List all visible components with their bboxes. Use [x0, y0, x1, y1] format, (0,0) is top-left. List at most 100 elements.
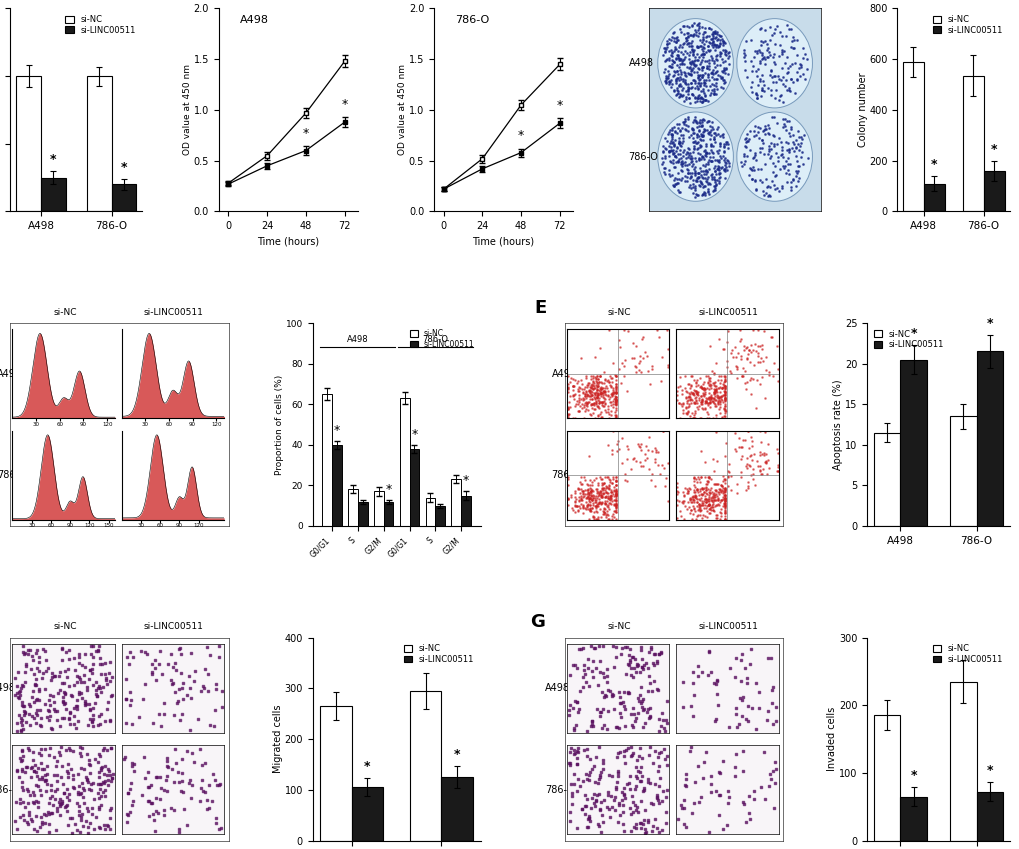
Point	[665, 44, 682, 58]
Text: *: *	[910, 327, 916, 340]
Point	[703, 50, 719, 64]
Point	[758, 43, 774, 57]
Point	[674, 157, 690, 171]
Point	[662, 128, 679, 142]
Bar	[352, 787, 383, 841]
Point	[662, 140, 679, 154]
Point	[685, 135, 701, 149]
Point	[662, 81, 679, 94]
Point	[772, 61, 789, 75]
Point	[700, 30, 716, 43]
Point	[692, 127, 708, 141]
Point	[692, 133, 708, 147]
Bar	[383, 502, 393, 526]
Point	[711, 46, 728, 59]
Point	[682, 29, 698, 42]
Point	[706, 154, 722, 167]
Point	[703, 36, 719, 49]
Point	[759, 127, 775, 140]
Point	[691, 154, 707, 167]
Point	[666, 149, 683, 163]
Point	[785, 31, 801, 44]
Point	[660, 145, 677, 159]
Point	[674, 37, 690, 50]
Point	[710, 39, 727, 53]
Point	[675, 115, 691, 129]
Point	[689, 53, 705, 67]
Point	[668, 44, 685, 58]
Point	[684, 115, 700, 128]
Point	[679, 120, 695, 133]
Point	[777, 51, 794, 65]
Point	[682, 64, 698, 77]
Point	[664, 143, 681, 157]
Point	[707, 167, 723, 181]
Point	[703, 83, 719, 97]
Point	[699, 67, 715, 81]
Point	[691, 16, 707, 30]
Point	[700, 187, 716, 200]
Point	[685, 162, 701, 176]
Point	[774, 161, 791, 175]
Point	[708, 64, 725, 77]
Point	[667, 144, 684, 158]
Point	[775, 117, 792, 131]
Point	[665, 149, 682, 162]
Point	[713, 130, 730, 143]
Text: *: *	[910, 769, 916, 782]
Point	[679, 110, 695, 124]
Point	[696, 53, 712, 67]
Point	[659, 64, 676, 77]
Point	[683, 82, 699, 95]
Point	[716, 165, 733, 178]
Point	[710, 143, 727, 156]
Point	[695, 32, 711, 46]
Text: si-LINC00511: si-LINC00511	[698, 622, 757, 632]
Point	[760, 142, 776, 155]
Point	[773, 159, 790, 172]
Point	[685, 180, 701, 194]
Point	[656, 54, 673, 68]
Point	[687, 154, 703, 167]
Point	[691, 114, 707, 127]
Point	[682, 166, 698, 179]
Point	[673, 88, 689, 102]
Point	[708, 53, 725, 67]
Point	[754, 53, 770, 66]
Point	[717, 135, 734, 149]
Point	[737, 139, 753, 153]
Point	[677, 155, 693, 169]
Point	[782, 59, 798, 73]
Point	[686, 74, 702, 87]
Point	[773, 121, 790, 134]
Point	[685, 142, 701, 155]
Point	[773, 143, 790, 157]
Point	[765, 178, 782, 192]
Point	[679, 84, 695, 98]
Point	[683, 122, 699, 136]
Point	[710, 29, 727, 42]
Point	[753, 175, 769, 188]
Point	[683, 37, 699, 50]
Point	[673, 52, 689, 65]
Point	[719, 46, 736, 59]
Point	[710, 174, 727, 188]
Point	[708, 27, 725, 41]
Point	[682, 128, 698, 142]
Point	[704, 25, 720, 39]
Point	[700, 39, 716, 53]
Point	[694, 68, 710, 82]
Point	[702, 139, 718, 153]
Point	[765, 130, 782, 143]
Point	[656, 141, 673, 155]
Point	[669, 134, 686, 148]
Point	[704, 184, 720, 198]
Point	[789, 159, 805, 172]
Point	[701, 36, 717, 49]
Point	[687, 76, 703, 89]
Point	[669, 176, 686, 189]
Point	[761, 33, 777, 47]
Point	[693, 42, 709, 56]
Text: 786-O: 786-O	[551, 470, 581, 481]
Point	[679, 34, 695, 48]
